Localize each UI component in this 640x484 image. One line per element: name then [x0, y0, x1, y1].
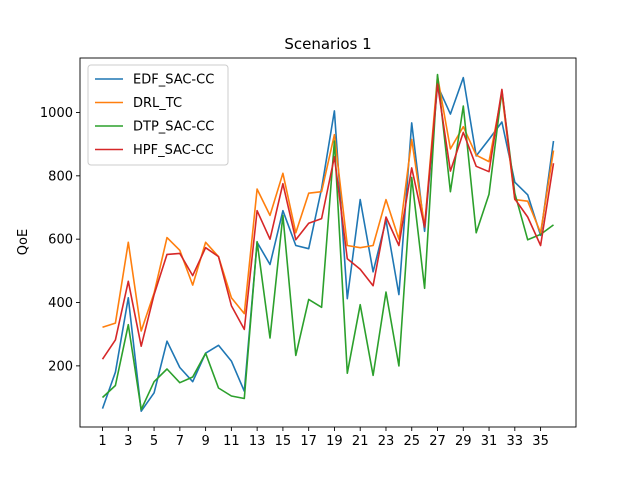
x-tick-label: 31	[481, 434, 498, 449]
axes-layer: 1 3 5 7 9 11 13 15 17 19 21 23 25 27 29 31 33 35200400600…	[40, 57, 577, 449]
x-tick-label: 9	[201, 434, 209, 449]
x-tick-label: 21	[352, 434, 369, 449]
series-line-hpf-sac-cc	[101, 83, 555, 360]
x-tick-label: 29	[455, 434, 472, 449]
x-tick-label: 5	[150, 434, 158, 449]
x-tick-label: 35	[532, 434, 549, 449]
x-tick-label: 19	[326, 434, 343, 449]
y-tick-label: 800	[48, 169, 73, 184]
x-tick-label: 1	[98, 434, 106, 449]
chart-title: Scenarios 1	[284, 35, 371, 53]
series-line-edf-sac-cc	[101, 76, 555, 413]
y-axis-title: QoE	[16, 229, 31, 255]
x-tick-label: 17	[300, 434, 317, 449]
plot-frame	[79, 57, 577, 428]
legend-label-dtp-sac-cc: DTP_SAC-CC	[133, 120, 214, 135]
x-tick-label: 15	[275, 434, 292, 449]
series-line-dtp-sac-cc	[101, 73, 554, 411]
y-tick-label: 400	[48, 296, 73, 311]
x-tick-label: 25	[403, 434, 420, 449]
x-tick-label: 3	[124, 434, 132, 449]
x-tick-label: 13	[249, 434, 266, 449]
x-tick-label: 23	[378, 434, 395, 449]
series-line-drl-tc	[102, 75, 555, 332]
y-tick-label: 1000	[40, 106, 73, 121]
legend: EDF_SAC-CC DRL_TC DTP_SAC-CC HPF_SAC-CC	[87, 64, 229, 166]
x-tick-label: 33	[507, 434, 524, 449]
plot-layer	[101, 73, 555, 413]
y-tick-label: 200	[48, 359, 73, 374]
x-tick-label: 11	[223, 434, 240, 449]
legend-label-edf-sac-cc: EDF_SAC-CC	[133, 73, 214, 88]
x-tick-label: 27	[429, 434, 446, 449]
x-tick-label: 7	[176, 434, 184, 449]
legend-box	[87, 64, 229, 166]
y-tick-label: 600	[48, 233, 73, 248]
legend-label-hpf-sac-cc: HPF_SAC-CC	[133, 143, 214, 158]
legend-label-drl-tc: DRL_TC	[133, 96, 182, 111]
